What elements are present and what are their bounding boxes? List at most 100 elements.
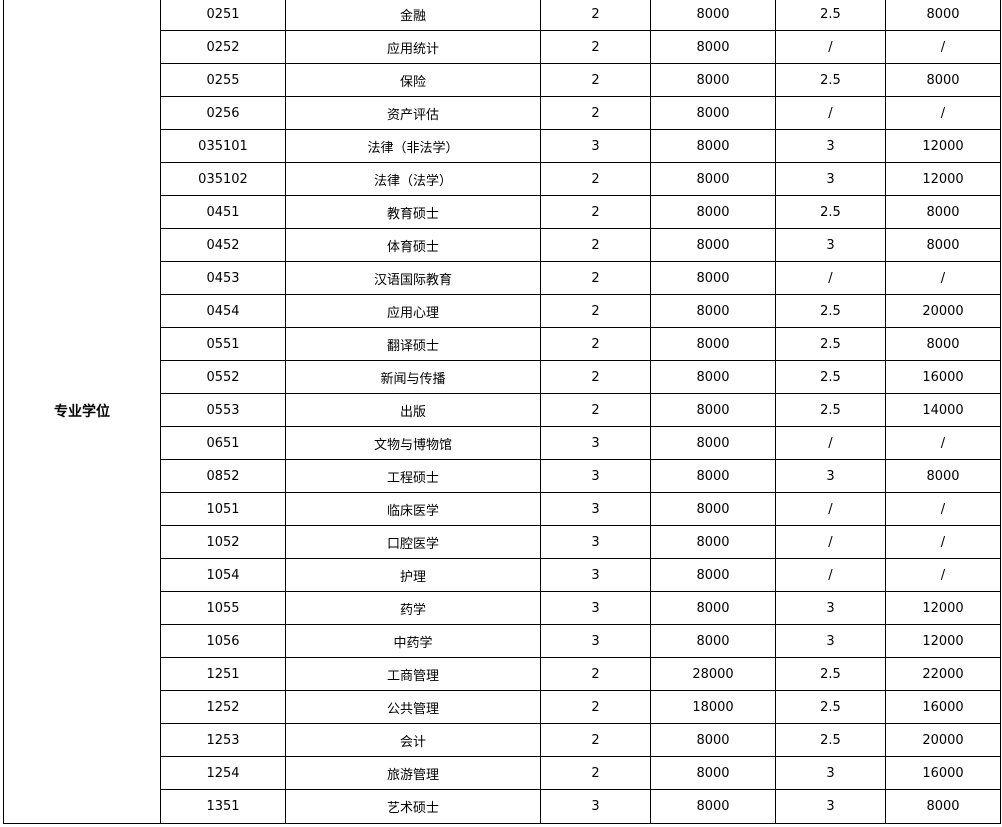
major-cell: 口腔医学 <box>286 526 541 558</box>
duration2-cell: 3 <box>776 163 886 195</box>
code-cell: 0256 <box>161 97 286 129</box>
duration-cell: 3 <box>541 790 651 823</box>
major-cell: 护理 <box>286 559 541 591</box>
duration-cell: 2 <box>541 328 651 360</box>
table-body: 0251 金融 2 8000 2.5 8000 0252 应用统计 2 8000//0255 保险 2… <box>161 0 1000 823</box>
major-cell: 法律（非法学） <box>286 130 541 162</box>
code-cell: 0454 <box>161 295 286 327</box>
duration2-cell: / <box>776 31 886 63</box>
fee-cell: 8000 <box>651 229 776 261</box>
code-cell: 1253 <box>161 724 286 756</box>
fee2-cell: 8000 <box>926 72 960 88</box>
fee2-cell: 16000 <box>922 369 964 385</box>
table-row: 0552 新闻与传播 2 8000 2.5 16000 <box>161 361 1000 394</box>
table-row: 1055 药学 3 8000 3 12000 <box>161 592 1000 625</box>
table-row: 1251 工商管理 2 28000 2.5 22000 <box>161 658 1000 691</box>
fee-cell: 28000 <box>651 658 776 690</box>
major-cell: 公共管理 <box>286 691 541 723</box>
fee-cell: 8000 <box>651 262 776 294</box>
fee2-cell: 8000 <box>926 336 960 352</box>
major-cell: 保险 <box>286 64 541 96</box>
fee-cell: 8000 <box>651 526 776 558</box>
duration-cell: 2 <box>541 262 651 294</box>
code-cell: 0251 <box>161 0 286 30</box>
fee2-cell: 16000 <box>922 699 964 715</box>
major-cell: 会计 <box>286 724 541 756</box>
major-cell: 资产评估 <box>286 97 541 129</box>
fee2-cell: 12000 <box>922 138 964 154</box>
code-cell: 1056 <box>161 625 286 657</box>
fee2-cell: / <box>940 534 946 550</box>
table-row: 0255 保险 2 8000 2.5 8000 <box>161 64 1000 97</box>
fee2-cell: 8000 <box>926 204 960 220</box>
table-row: 035101 法律（非法学） 3 8000 3 12000 <box>161 130 1000 163</box>
table-row: 1051 临床医学 3 8000// <box>161 493 1000 526</box>
major-cell: 翻译硕士 <box>286 328 541 360</box>
table-row: 0852 工程硕士 3 8000 3 8000 <box>161 460 1000 493</box>
fee2-cell: 12000 <box>922 171 964 187</box>
fee-cell: 8000 <box>651 31 776 63</box>
major-cell: 汉语国际教育 <box>286 262 541 294</box>
duration2-cell: / <box>776 559 886 591</box>
code-cell: 1252 <box>161 691 286 723</box>
fee-cell: 8000 <box>651 196 776 228</box>
fee-cell: 8000 <box>651 64 776 96</box>
major-cell: 金融 <box>286 0 541 30</box>
duration2-cell: 3 <box>776 130 886 162</box>
fee2-cell: 14000 <box>922 402 964 418</box>
duration-cell: 2 <box>541 658 651 690</box>
code-cell: 0453 <box>161 262 286 294</box>
duration-cell: 3 <box>541 559 651 591</box>
duration2-cell: 2.5 <box>776 328 886 360</box>
major-cell: 出版 <box>286 394 541 426</box>
fee2-cell: / <box>940 39 946 55</box>
code-cell: 1251 <box>161 658 286 690</box>
duration-cell: 2 <box>541 0 651 30</box>
duration-cell: 2 <box>541 31 651 63</box>
fee2-cell: 20000 <box>922 303 964 319</box>
major-cell: 文物与博物馆 <box>286 427 541 459</box>
table-row: 1052 口腔医学 3 8000// <box>161 526 1000 559</box>
code-cell: 1254 <box>161 757 286 789</box>
duration2-cell: / <box>776 97 886 129</box>
table-row: 1252 公共管理 2 18000 2.5 16000 <box>161 691 1000 724</box>
duration-cell: 2 <box>541 229 651 261</box>
duration2-cell: 3 <box>776 790 886 823</box>
fee-cell: 8000 <box>651 361 776 393</box>
code-cell: 0551 <box>161 328 286 360</box>
major-cell: 临床医学 <box>286 493 541 525</box>
major-cell: 体育硕士 <box>286 229 541 261</box>
duration2-cell: 3 <box>776 229 886 261</box>
duration2-cell: 2.5 <box>776 295 886 327</box>
code-cell: 0255 <box>161 64 286 96</box>
code-cell: 0252 <box>161 31 286 63</box>
fee-table: 专业学位 0251 金融 2 8000 2.5 8000 0252 应用统计 2 8000//02… <box>3 0 1001 824</box>
duration-cell: 2 <box>541 163 651 195</box>
table-row: 0451 教育硕士 2 8000 2.5 8000 <box>161 196 1000 229</box>
duration-cell: 3 <box>541 130 651 162</box>
fee-cell: 8000 <box>651 790 776 823</box>
fee-cell: 18000 <box>651 691 776 723</box>
fee2-cell: 8000 <box>926 237 960 253</box>
fee-cell: 8000 <box>651 130 776 162</box>
fee-cell: 8000 <box>651 295 776 327</box>
table-row: 0452 体育硕士 2 8000 3 8000 <box>161 229 1000 262</box>
fee-cell: 8000 <box>651 724 776 756</box>
duration-cell: 3 <box>541 625 651 657</box>
duration2-cell: 3 <box>776 592 886 624</box>
fee2-cell: / <box>940 435 946 451</box>
duration2-cell: 3 <box>776 757 886 789</box>
major-cell: 工程硕士 <box>286 460 541 492</box>
major-cell: 旅游管理 <box>286 757 541 789</box>
major-cell: 工商管理 <box>286 658 541 690</box>
major-cell: 药学 <box>286 592 541 624</box>
duration2-cell: 2.5 <box>776 394 886 426</box>
table-row: 1253 会计 2 8000 2.5 20000 <box>161 724 1000 757</box>
code-cell: 0553 <box>161 394 286 426</box>
major-cell: 新闻与传播 <box>286 361 541 393</box>
duration2-cell: / <box>776 526 886 558</box>
code-cell: 035101 <box>161 130 286 162</box>
code-cell: 1351 <box>161 790 286 823</box>
duration-cell: 2 <box>541 394 651 426</box>
fee2-cell: 12000 <box>922 600 964 616</box>
